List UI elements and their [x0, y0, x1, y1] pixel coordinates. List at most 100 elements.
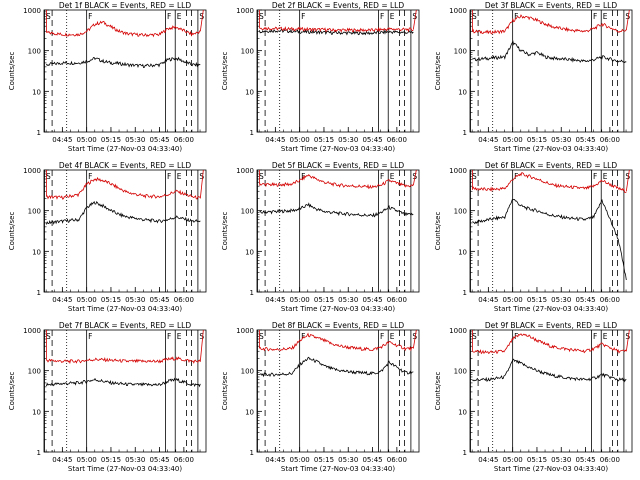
chart-title: Det 2f BLACK = Events, RED = LLD	[272, 1, 405, 10]
event-marker-label: S	[625, 172, 630, 181]
lld-series-line	[259, 332, 414, 352]
y-tick-label: 10	[245, 248, 254, 256]
x-tick-label: 06:00	[387, 136, 407, 144]
x-tick-label: 06:00	[174, 296, 194, 304]
event-marker-label: S	[625, 332, 630, 341]
events-series-line	[472, 198, 627, 281]
y-tick-label: 100	[454, 208, 467, 216]
events-series-line	[259, 356, 414, 378]
event-marker-label: E	[603, 12, 608, 21]
x-tick-label: 05:30	[338, 136, 358, 144]
x-tick-label: 05:00	[77, 296, 97, 304]
x-tick-label: 05:15	[314, 296, 334, 304]
x-tick-label: 06:00	[600, 136, 620, 144]
detector-panel: Det 4f BLACK = Events, RED = LLD 1 10 100 10…	[0, 160, 213, 320]
event-marker-label: F	[593, 332, 597, 341]
events-series-line	[259, 202, 414, 218]
y-axis-label: Counts/sec	[434, 52, 442, 91]
chart-svg: Det 7f BLACK = Events, RED = LLD 1 10 100 10…	[8, 321, 207, 473]
y-axis-label: Counts/sec	[8, 52, 16, 91]
y-axis-label: Counts/sec	[221, 212, 229, 251]
y-axis-label: Counts/sec	[8, 212, 16, 251]
chart-svg: Det 4f BLACK = Events, RED = LLD 1 10 100 10…	[8, 161, 207, 313]
x-tick-label: 06:00	[600, 296, 620, 304]
x-tick-label: 05:15	[101, 136, 121, 144]
x-tick-label: 04:45	[478, 296, 498, 304]
detector-panel: Det 6f BLACK = Events, RED = LLD 1 10 100 10…	[426, 160, 639, 320]
event-marker-label: E	[390, 172, 395, 181]
y-tick-label: 100	[241, 208, 254, 216]
chart-svg: Det 1f BLACK = Events, RED = LLD 1 10 100 10…	[8, 1, 207, 153]
x-tick-label: 04:45	[478, 456, 498, 464]
x-tick-label: 04:45	[52, 296, 72, 304]
chart-svg: Det 2f BLACK = Events, RED = LLD 1 10 100 10…	[221, 1, 420, 153]
event-marker-label: F	[514, 332, 518, 341]
x-tick-label: 05:15	[527, 136, 547, 144]
event-marker-label: F	[88, 332, 92, 341]
chart-svg: Det 3f BLACK = Events, RED = LLD 1 10 100 10…	[434, 1, 633, 153]
plot-frame	[256, 9, 420, 133]
y-tick-label: 1000	[449, 327, 467, 335]
detector-panel: Det 3f BLACK = Events, RED = LLD 1 10 100 10…	[426, 0, 639, 160]
x-axis-label: Start Time (27-Nov-03 04:33:40)	[494, 465, 608, 473]
x-tick-label: 05:15	[314, 456, 334, 464]
plot-frame	[256, 329, 420, 453]
event-marker-label: E	[177, 172, 182, 181]
events-series-line	[259, 28, 414, 36]
detector-panel: Det 8f BLACK = Events, RED = LLD 1 10 100 10…	[213, 320, 426, 480]
event-marker-label: S	[199, 172, 204, 181]
y-tick-label: 1	[250, 449, 254, 457]
x-tick-label: 05:15	[101, 296, 121, 304]
x-tick-label: 05:30	[125, 296, 145, 304]
x-tick-label: 05:00	[503, 456, 523, 464]
events-series-line	[46, 56, 201, 69]
x-axis-label: Start Time (27-Nov-03 04:33:40)	[281, 305, 395, 313]
chart-title: Det 6f BLACK = Events, RED = LLD	[485, 161, 618, 170]
x-tick-label: 05:45	[575, 136, 595, 144]
chart-title: Det 9f BLACK = Events, RED = LLD	[485, 321, 618, 330]
x-tick-label: 05:45	[149, 456, 169, 464]
lld-edge-right	[412, 169, 417, 186]
event-marker-label: E	[390, 332, 395, 341]
y-tick-label: 1	[250, 289, 254, 297]
x-tick-label: 05:30	[338, 296, 358, 304]
x-tick-label: 05:45	[575, 456, 595, 464]
chart-title: Det 5f BLACK = Events, RED = LLD	[272, 161, 405, 170]
y-tick-label: 10	[245, 88, 254, 96]
x-tick-label: 05:30	[551, 136, 571, 144]
events-series-line	[472, 358, 627, 383]
chart-title: Det 3f BLACK = Events, RED = LLD	[485, 1, 618, 10]
y-tick-label: 1000	[449, 167, 467, 175]
x-tick-label: 05:00	[290, 456, 310, 464]
x-tick-label: 05:30	[338, 456, 358, 464]
event-marker-label: F	[593, 12, 597, 21]
detector-panel: Det 2f BLACK = Events, RED = LLD 1 10 100 10…	[213, 0, 426, 160]
lld-edge-right	[199, 329, 204, 362]
y-tick-label: 100	[241, 368, 254, 376]
x-tick-label: 04:45	[265, 296, 285, 304]
event-marker-label: E	[603, 332, 608, 341]
event-marker-label: E	[177, 12, 182, 21]
event-marker-label: E	[177, 332, 182, 341]
chart-title: Det 7f BLACK = Events, RED = LLD	[59, 321, 192, 330]
plot-frame	[469, 169, 633, 293]
y-tick-label: 10	[32, 88, 41, 96]
plot-frame	[469, 9, 633, 133]
plot-frame	[43, 169, 207, 293]
event-marker-label: F	[167, 332, 171, 341]
event-marker-label: F	[514, 12, 518, 21]
x-tick-label: 05:00	[503, 296, 523, 304]
event-marker-label: S	[46, 172, 51, 181]
x-tick-label: 05:00	[290, 296, 310, 304]
event-marker-label: F	[167, 172, 171, 181]
y-tick-label: 10	[458, 408, 467, 416]
chart-svg: Det 8f BLACK = Events, RED = LLD 1 10 100 10…	[221, 321, 420, 473]
events-series-line	[472, 39, 627, 64]
lld-edge-right	[199, 169, 204, 199]
y-axis-label: Counts/sec	[221, 52, 229, 91]
event-marker-label: F	[380, 12, 384, 21]
x-tick-label: 04:45	[478, 136, 498, 144]
y-tick-label: 100	[454, 368, 467, 376]
x-tick-label: 05:15	[314, 136, 334, 144]
